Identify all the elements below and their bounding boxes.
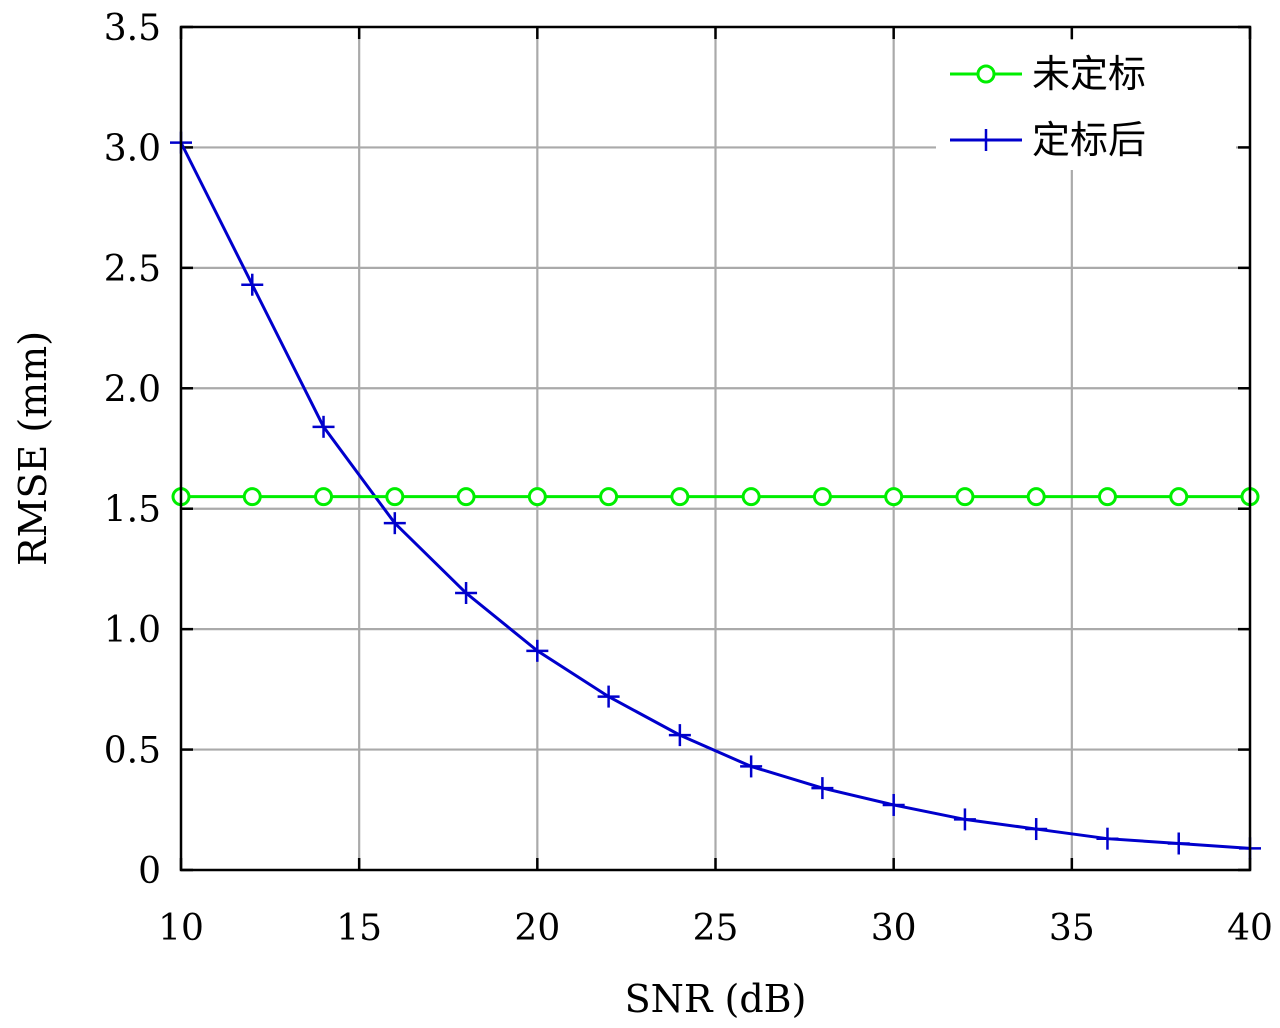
data-point <box>242 487 262 507</box>
x-tick-label: 20 <box>514 908 560 949</box>
data-point <box>597 685 620 708</box>
data-point <box>668 724 691 747</box>
data-point <box>456 487 476 507</box>
x-tick-label: 10 <box>158 908 204 949</box>
data-point <box>314 487 334 507</box>
data-point <box>1026 487 1046 507</box>
x-tick-label: 35 <box>1049 908 1095 949</box>
x-tick-label: 30 <box>871 908 917 949</box>
data-point <box>741 487 761 507</box>
data-point <box>1025 818 1048 841</box>
data-point <box>740 755 763 778</box>
data-point <box>882 793 905 816</box>
legend-label: 定标后 <box>1032 118 1146 162</box>
series-line <box>179 141 1251 850</box>
series-0 <box>171 487 1260 507</box>
y-tick-label: 1.5 <box>104 490 161 531</box>
data-point <box>312 415 335 438</box>
y-tick-label: 0.5 <box>104 731 161 772</box>
data-point <box>1167 832 1190 855</box>
series-layer <box>170 131 1261 860</box>
data-point <box>1097 487 1117 507</box>
data-point <box>976 64 996 84</box>
x-tick-labels: 10 15 20 25 30 35 40 <box>158 908 1273 949</box>
legend-label: 未定标 <box>1032 52 1146 96</box>
x-tick-label: 40 <box>1227 908 1273 949</box>
data-point <box>955 487 975 507</box>
legend-item: 定标后 <box>950 118 1146 162</box>
data-point <box>670 487 690 507</box>
data-point <box>1169 487 1189 507</box>
x-tick-label: 15 <box>336 908 382 949</box>
x-tick-label: 25 <box>693 908 739 949</box>
data-point <box>975 129 997 151</box>
plot-frame <box>179 25 1252 872</box>
series-1 <box>170 131 1261 860</box>
data-point <box>526 639 549 662</box>
data-point <box>811 777 834 800</box>
data-point <box>383 512 406 535</box>
y-tick-label: 0 <box>138 851 161 892</box>
data-point <box>455 582 478 605</box>
data-point <box>527 487 547 507</box>
x-axis-title: SNR (dB) <box>625 977 807 1021</box>
y-tick-label: 1.0 <box>104 610 161 651</box>
data-point <box>385 487 405 507</box>
data-point <box>241 273 264 296</box>
y-tick-label: 2.5 <box>104 249 161 290</box>
data-point <box>1096 827 1119 850</box>
y-tick-label: 2.0 <box>104 369 161 410</box>
data-point <box>953 808 976 831</box>
y-axis-title: RMSE (mm) <box>11 331 55 566</box>
y-tick-labels: 0 0.5 1.0 1.5 2.0 2.5 3.0 3.5 <box>104 8 161 892</box>
legend-item: 未定标 <box>950 52 1146 96</box>
data-point <box>812 487 832 507</box>
y-tick-label: 3.5 <box>104 8 161 49</box>
data-point <box>599 487 619 507</box>
y-tick-label: 3.0 <box>104 128 161 169</box>
data-point <box>884 487 904 507</box>
